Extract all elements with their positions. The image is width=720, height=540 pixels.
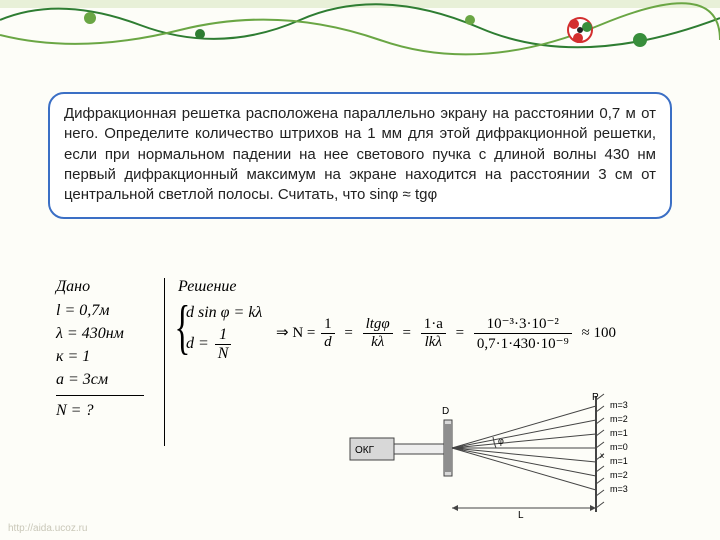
distance-label: L [518,510,524,520]
vertical-rule [164,278,165,446]
given-divider [56,395,144,396]
order-label: m=3 [610,484,628,494]
order-label: m=0 [610,442,628,452]
given-row: λ = 430нм [56,325,156,343]
problem-box: Дифракционная решетка расположена паралл… [48,92,672,219]
order-label: m=2 [610,470,628,480]
given-row: l = 0,7м [56,302,156,320]
derivation-chain: ⇒ N = 1d = ltgφkλ = 1·alkλ = 10⁻³·3·10⁻²… [276,314,620,353]
problem-text: Дифракционная решетка расположена паралл… [64,105,656,203]
order-label: m=1 [610,456,628,466]
given-row: a = 3см [56,371,156,389]
chain-tail: ≈ 100 [581,325,615,341]
solution-heading: Решение [178,278,668,296]
laser-label: ОКГ [355,445,375,456]
given-unknown: N = ? [56,402,156,420]
order-label: m=3 [610,400,628,410]
brace-icon: { [174,300,190,354]
chain-lead: ⇒ N = [276,325,315,341]
equation-system: { d sin φ = kλ d = 1N [178,300,262,367]
system-eq: d = 1N [186,326,262,363]
gap-label: x [600,451,604,460]
decorative-header [0,0,720,70]
diffraction-diagram: ОКГ D P φ m=3 m=2 m=1 m=0 m=1 m=2 m=3 x … [346,390,676,520]
order-label: m=1 [610,428,628,438]
angle-label: φ [498,436,504,446]
grating-label: D [442,406,449,417]
given-row: к = 1 [56,348,156,366]
solution-column: Решение { d sin φ = kλ d = 1N ⇒ N = 1d =… [178,278,668,302]
watermark: http://aida.ucoz.ru [8,523,88,534]
system-eq: d sin φ = kλ [186,304,262,322]
order-label: m=2 [610,414,628,424]
given-column: Дано l = 0,7м λ = 430нм к = 1 a = 3см N … [56,278,156,425]
screen-label: P [592,392,599,403]
given-heading: Дано [56,278,156,296]
